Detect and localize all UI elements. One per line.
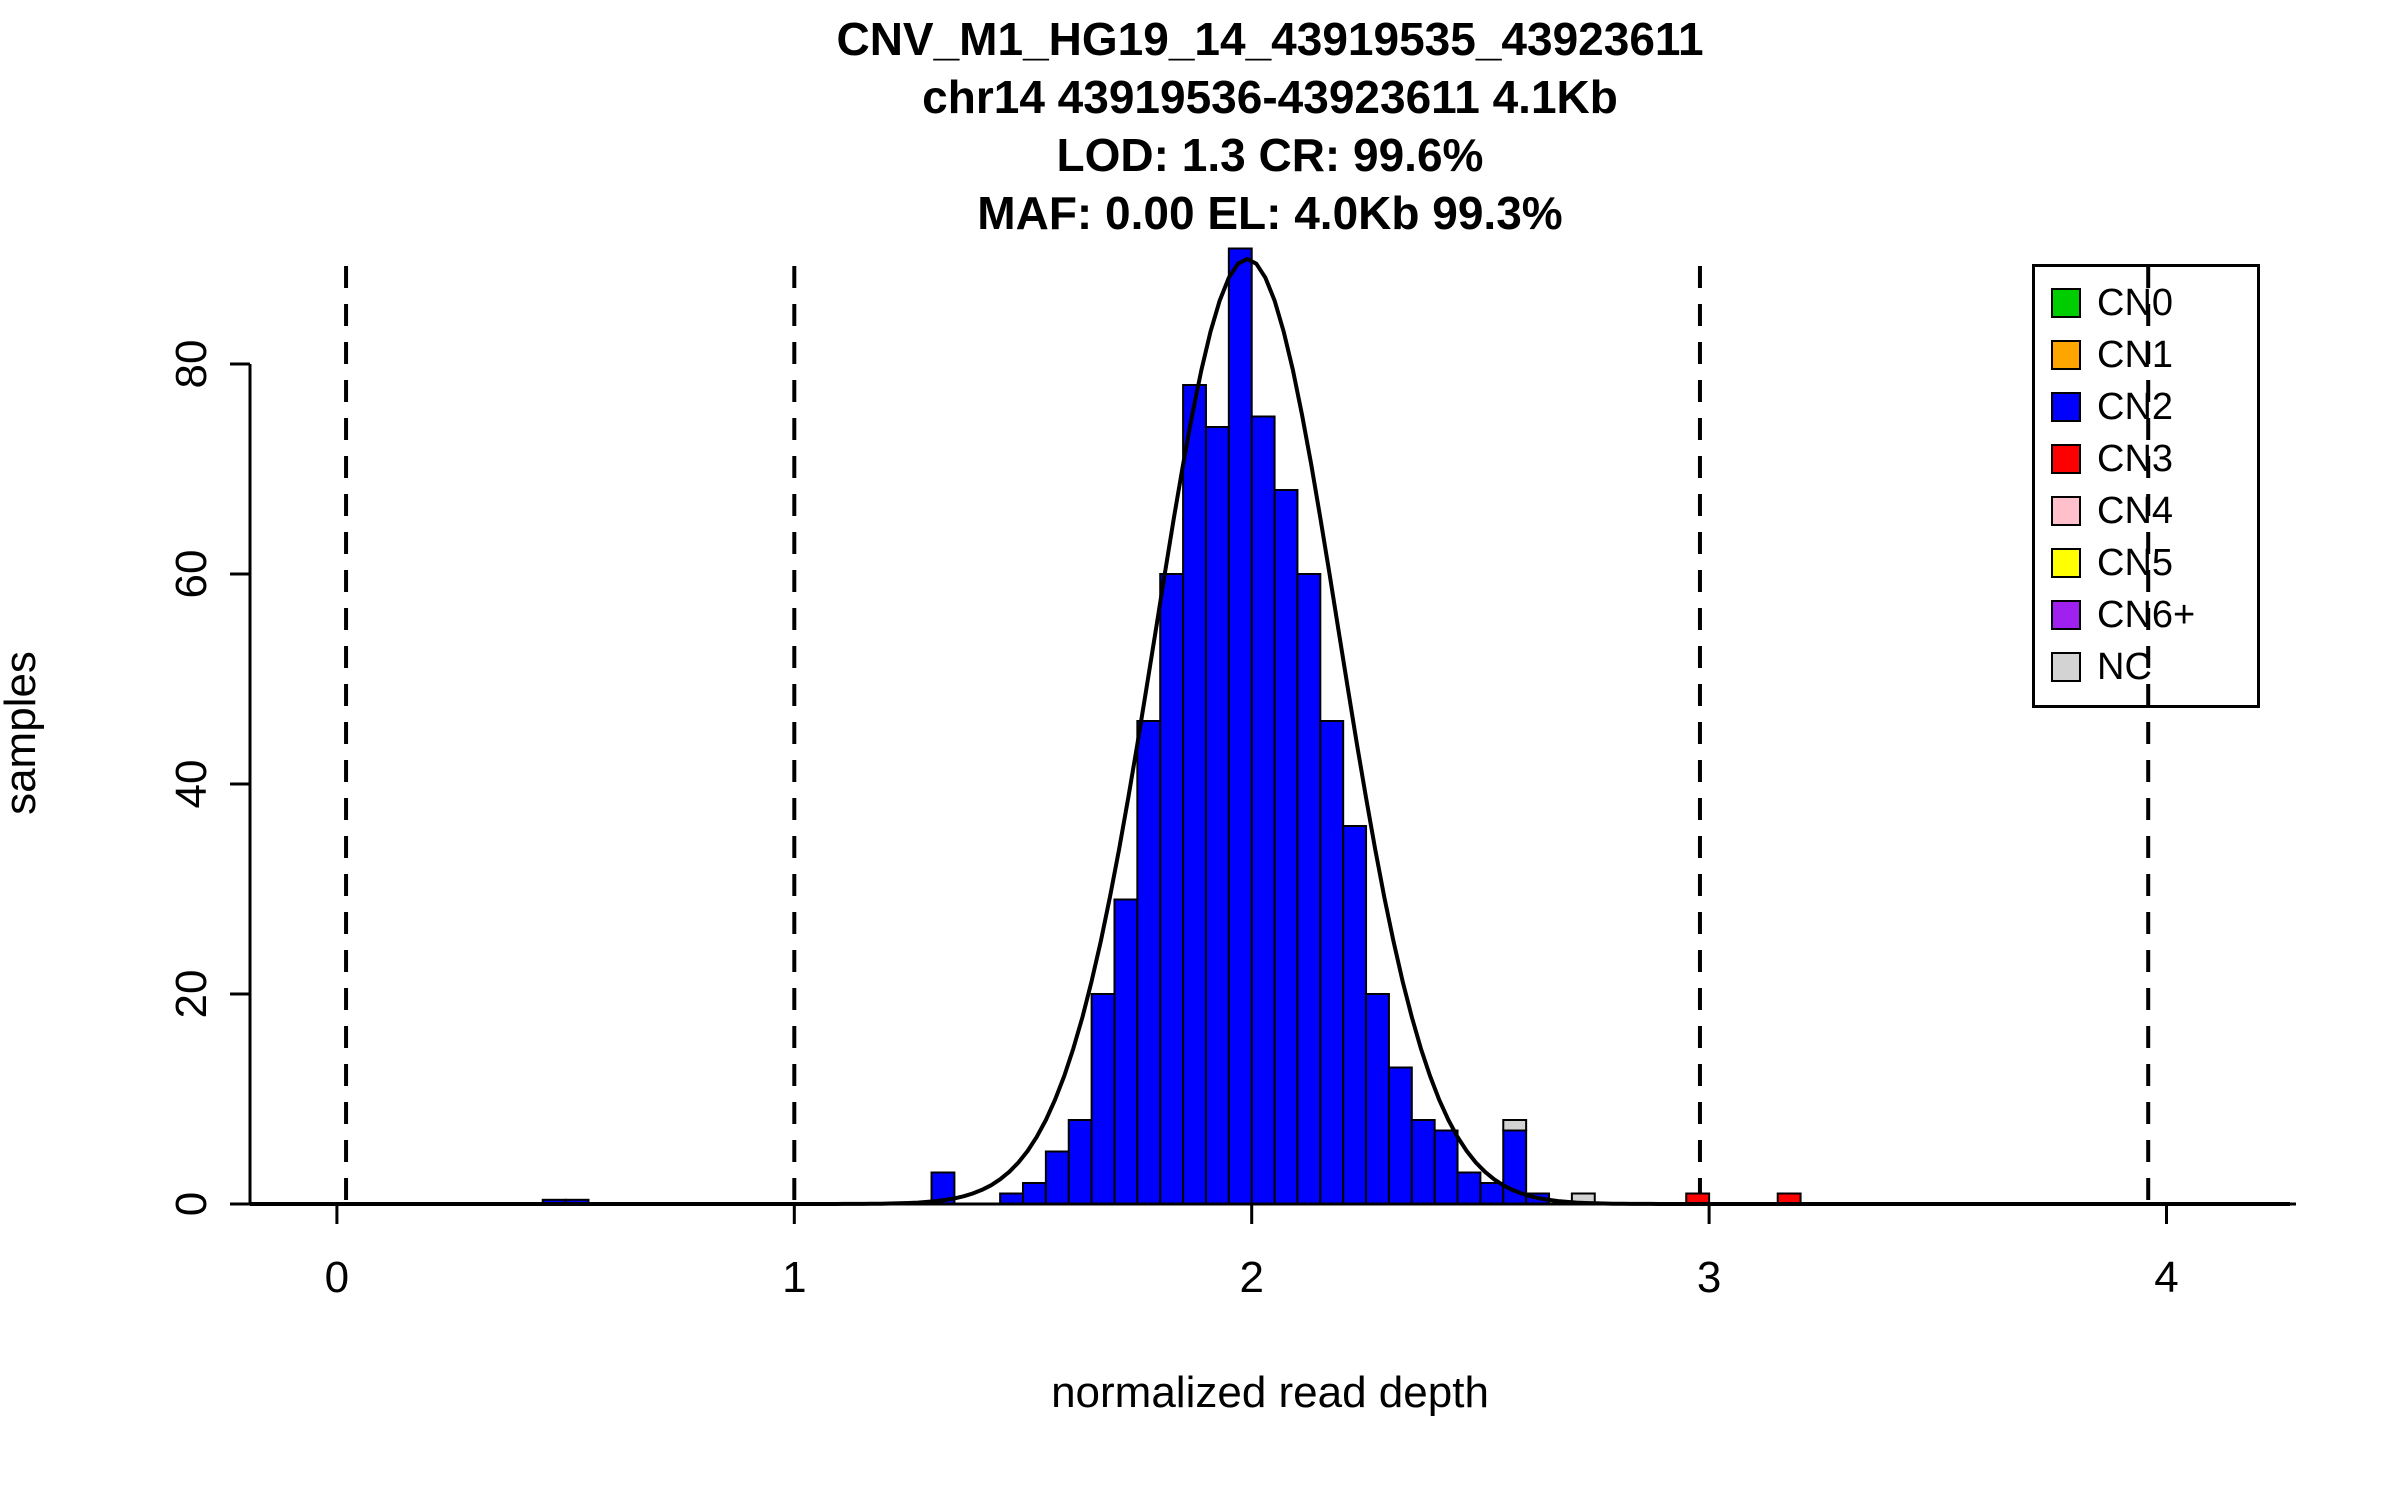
histogram-bar-CN2 bbox=[1433, 1129, 1459, 1205]
y-tick-label: 0 bbox=[167, 1192, 216, 1216]
histogram-bar-CN2 bbox=[1044, 1150, 1070, 1205]
histogram-bar-CN2 bbox=[1204, 426, 1230, 1205]
histogram-bar-CN2 bbox=[1365, 993, 1390, 1205]
histogram-bar-CN2 bbox=[1273, 489, 1299, 1205]
histogram-bar-CN2 bbox=[1387, 1066, 1413, 1205]
histogram-bar-CN2 bbox=[1342, 825, 1368, 1205]
legend-item-CN3: CN3 bbox=[2035, 433, 2257, 485]
histogram-bar-CN2 bbox=[1319, 720, 1345, 1205]
legend-label: CN2 bbox=[2097, 385, 2174, 428]
x-tick-label: 4 bbox=[2154, 1253, 2178, 1302]
chart-title-block: CNV_M1_HG19_14_43919535_43923611 chr14 4… bbox=[250, 10, 2290, 242]
legend-swatch-icon bbox=[2051, 600, 2081, 630]
legend-swatch-icon bbox=[2051, 340, 2081, 370]
histogram-bar-CN2 bbox=[1410, 1119, 1436, 1205]
histogram-bar-CN2 bbox=[999, 1192, 1025, 1205]
x-tick-label: 3 bbox=[1697, 1253, 1721, 1302]
y-tick-label: 40 bbox=[167, 760, 216, 809]
histogram-bar-CN2 bbox=[1090, 993, 1116, 1205]
legend-label: NC bbox=[2097, 645, 2152, 688]
chart-title: CNV_M1_HG19_14_43919535_43923611 bbox=[836, 13, 1704, 65]
x-tick-label: 0 bbox=[325, 1253, 349, 1302]
legend-item-CN6plus: CN6+ bbox=[2035, 589, 2257, 641]
y-tick-label: 20 bbox=[167, 970, 216, 1019]
y-tick-label: 80 bbox=[167, 340, 216, 389]
chart-subtitle-lod-cr: LOD: 1.3 CR: 99.6% bbox=[1056, 129, 1484, 181]
histogram-bar-NC bbox=[1502, 1119, 1528, 1132]
histogram-bar-CN2 bbox=[1250, 415, 1276, 1205]
legend-label: CN4 bbox=[2097, 489, 2174, 532]
legend-swatch-icon bbox=[2051, 392, 2081, 422]
x-axis-title: normalized read depth bbox=[1051, 1368, 1489, 1417]
legend-label: CN3 bbox=[2097, 437, 2174, 480]
legend-item-CN4: CN4 bbox=[2035, 485, 2257, 537]
chart-subtitle-region: chr14 43919536-43923611 4.1Kb bbox=[922, 71, 1618, 123]
legend-swatch-icon bbox=[2051, 288, 2081, 318]
legend-item-CN0: CN0 bbox=[2035, 277, 2257, 329]
legend-item-NC: NC bbox=[2035, 641, 2257, 693]
legend-item-CN1: CN1 bbox=[2035, 329, 2257, 381]
legend-label: CN6+ bbox=[2097, 593, 2196, 636]
y-tick-label: 60 bbox=[167, 550, 216, 599]
legend-label: CN1 bbox=[2097, 333, 2174, 376]
histogram-bar-CN2 bbox=[1456, 1171, 1482, 1205]
histogram-bar-CN2 bbox=[1182, 384, 1207, 1205]
legend-label: CN5 bbox=[2097, 541, 2174, 584]
histogram-bar-CN2 bbox=[1296, 573, 1322, 1205]
x-tick-label: 1 bbox=[782, 1253, 806, 1302]
legend-swatch-icon bbox=[2051, 652, 2081, 682]
legend-item-CN2: CN2 bbox=[2035, 381, 2257, 433]
legend-swatch-icon bbox=[2051, 496, 2081, 526]
legend-label: CN0 bbox=[2097, 281, 2174, 324]
legend-swatch-icon bbox=[2051, 444, 2081, 474]
histogram-bar-CN2 bbox=[1159, 573, 1185, 1205]
chart-subtitle-maf-el: MAF: 0.00 EL: 4.0Kb 99.3% bbox=[977, 187, 1563, 239]
histogram-bar-CN2 bbox=[1227, 247, 1253, 1205]
legend-swatch-icon bbox=[2051, 548, 2081, 578]
legend: CN0 CN1 CN2 CN3 CN4 CN5 CN6+ NC bbox=[2032, 264, 2260, 708]
histogram-bar-CN2 bbox=[1113, 898, 1139, 1205]
histogram-bar-CN2 bbox=[1067, 1119, 1093, 1205]
x-tick-label: 2 bbox=[1239, 1253, 1263, 1302]
histogram-bar-CN2 bbox=[1022, 1182, 1047, 1205]
histogram-bar-CN2 bbox=[1479, 1182, 1505, 1205]
legend-item-CN5: CN5 bbox=[2035, 537, 2257, 589]
histogram-bar-CN2 bbox=[1136, 720, 1162, 1205]
